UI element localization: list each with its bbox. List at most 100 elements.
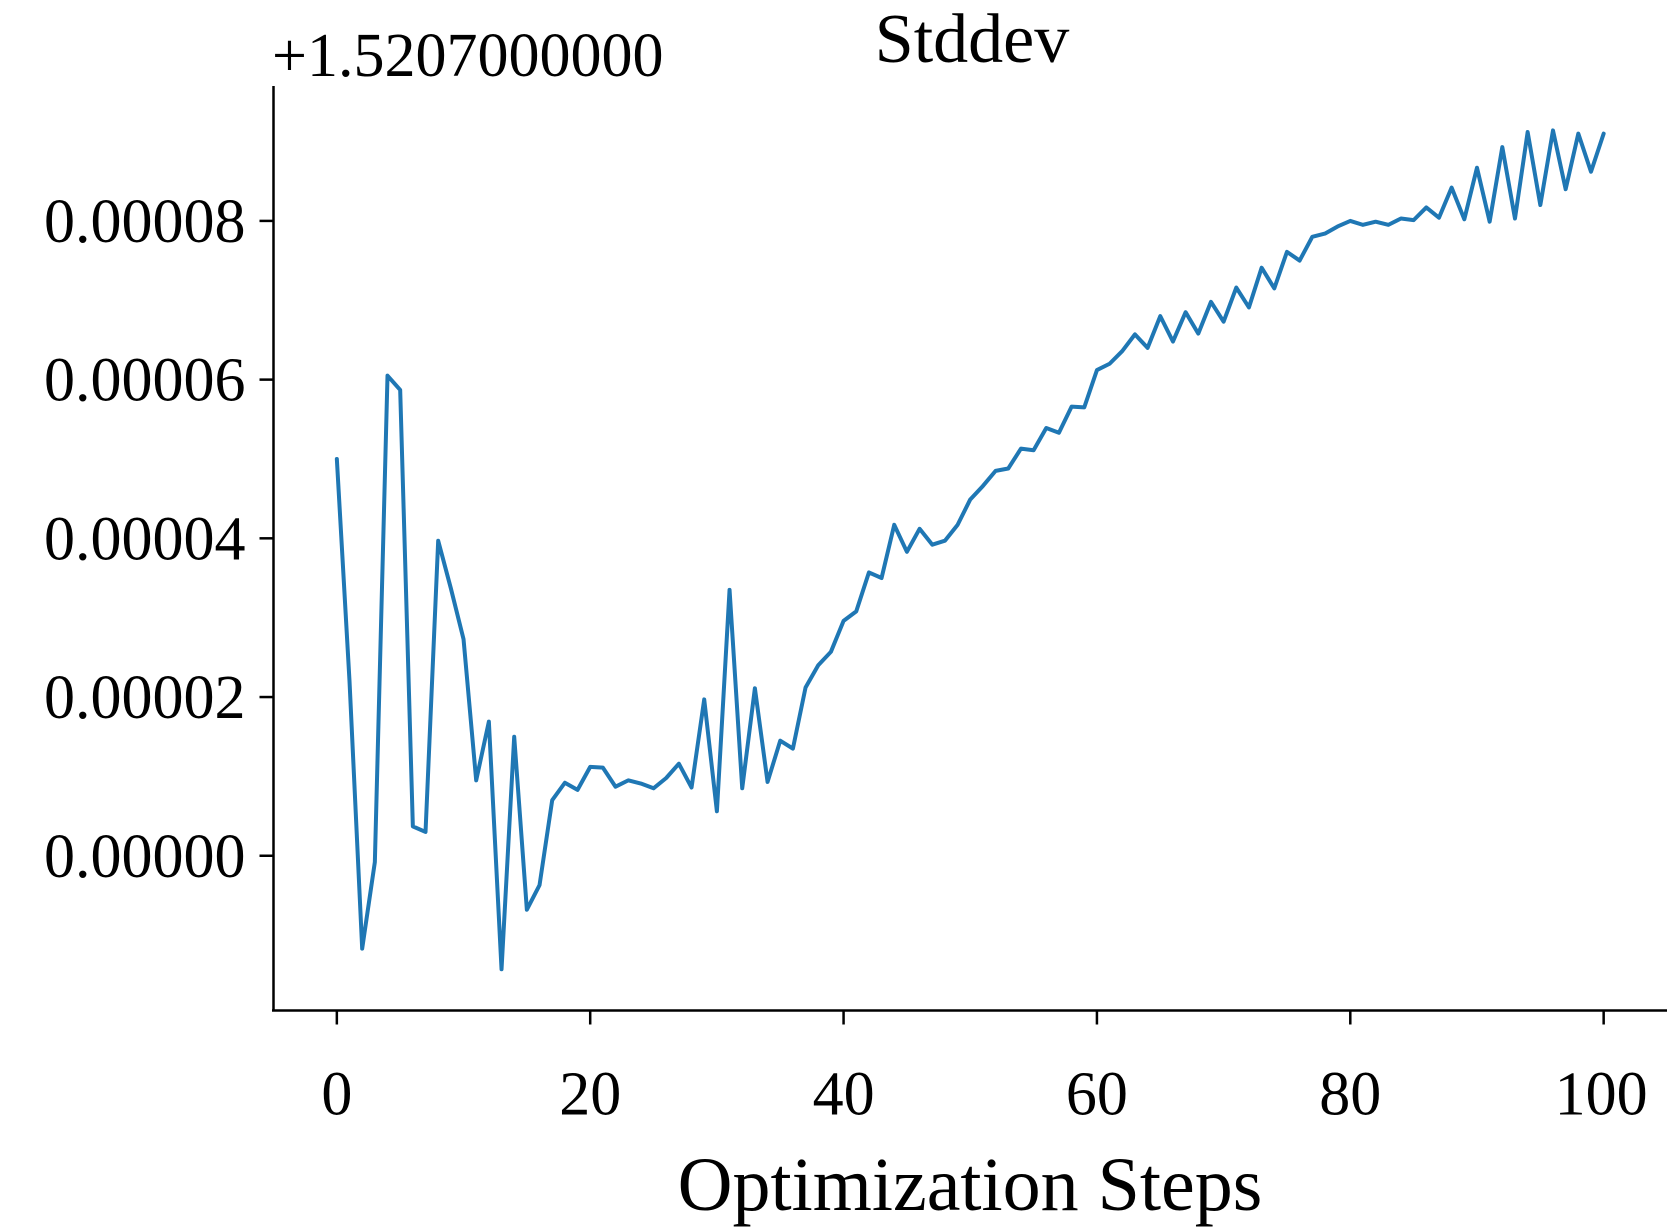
data-point [462,637,466,641]
data-point [1019,447,1023,451]
data-point [994,469,998,473]
data-point [1158,314,1162,318]
data-point [1412,218,1416,222]
y-tick-label: 0.00002 [44,664,246,732]
data-point [1260,266,1264,270]
data-point [1006,466,1010,470]
data-point [930,543,934,547]
data-point [1551,128,1555,132]
data-point [373,860,377,864]
data-points [335,128,1606,971]
x-tick-label: 100 [1555,1061,1648,1129]
y-ticks: 0.00000 0.00002 0.00004 0.00006 0.00008 [44,188,274,891]
data-point [892,523,896,527]
x-axis-label: Optimization Steps [678,1143,1263,1227]
data-point [335,457,339,461]
data-point [753,686,757,690]
data-point [1488,220,1492,224]
data-point [778,739,782,743]
data-point [1108,362,1112,366]
y-tick-label: 0.00000 [44,823,246,891]
data-point [1272,286,1276,290]
data-point [728,588,732,592]
data-point [1298,259,1302,263]
data-point [1285,250,1289,254]
data-point [1424,205,1428,209]
data-point [1222,320,1226,324]
data-point [1171,340,1175,344]
data-point [1500,145,1504,149]
data-point [360,947,364,951]
data-point [512,735,516,739]
data-point [436,539,440,543]
data-point [576,788,580,792]
y-tick-label: 0.00008 [44,188,246,256]
data-point [1196,332,1200,336]
data-point [715,809,719,813]
data-point [588,765,592,769]
x-tick-label: 60 [1066,1061,1128,1129]
data-point [804,686,808,690]
y-tick-label: 0.00004 [44,505,246,573]
data-point [1386,223,1390,227]
data-point [1044,426,1048,430]
data-point [1513,217,1517,221]
axes [272,86,1667,1012]
data-point [918,527,922,531]
series-line [334,128,1606,972]
data-point [1526,130,1530,134]
data-point [740,786,744,790]
data-point [1082,405,1086,409]
x-tick-label: 80 [1319,1061,1381,1129]
data-point [474,778,478,782]
data-point [968,497,972,501]
data-point [664,776,668,780]
data-point [1209,300,1213,304]
data-point [1462,217,1466,221]
data-point [1399,217,1403,221]
data-point [411,824,415,828]
data-point [766,780,770,784]
data-point [829,650,833,654]
data-point [1589,170,1593,174]
data-point [1234,286,1238,290]
data-point [487,720,491,724]
data-point [614,785,618,789]
data-point [1348,219,1352,223]
data-point [690,786,694,790]
data-point [677,762,681,766]
data-point [880,576,884,580]
data-point [601,766,605,770]
data-point [1057,431,1061,435]
data-point [791,747,795,751]
data-point [842,619,846,623]
data-point [449,586,453,590]
data-point [1095,368,1099,372]
data-point [1184,310,1188,314]
x-tick-label: 40 [813,1061,875,1129]
data-point [1361,223,1365,227]
data-point [702,697,706,701]
data-point [1437,216,1441,220]
y-axis-offset-label: +1.5207000000 [272,22,663,90]
x-ticks: 0 20 40 60 80 100 [321,1010,1648,1129]
data-point [639,782,643,786]
data-point [525,908,529,912]
data-point [1032,448,1036,452]
data-point [1538,203,1542,207]
data-point [652,786,656,790]
data-point [1323,232,1327,236]
data-point [1450,186,1454,190]
data-point [956,523,960,527]
data-point [1475,166,1479,170]
data-point [1576,132,1580,136]
data-point [867,570,871,574]
data-point [563,781,567,785]
data-point [500,967,504,971]
data-point [943,539,947,543]
data-point [816,663,820,667]
x-tick-label: 0 [321,1061,352,1129]
data-point [398,388,402,392]
data-point [626,778,630,782]
